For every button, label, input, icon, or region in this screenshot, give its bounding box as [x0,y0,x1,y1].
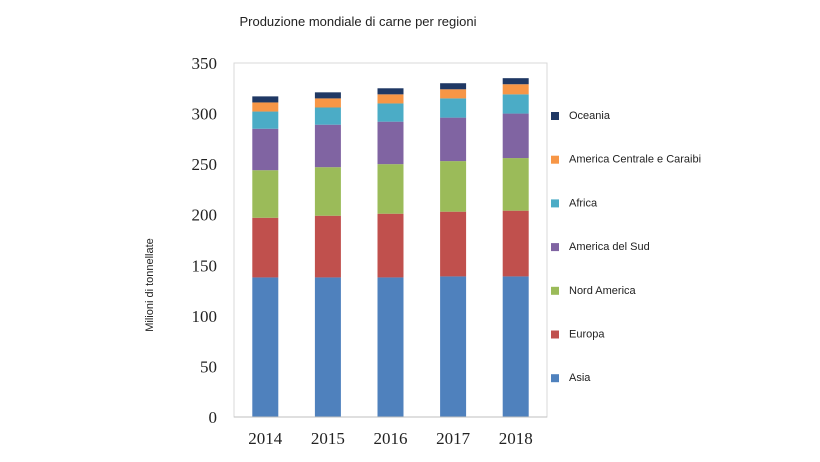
y-axis-label: Milioni di tonnellate [144,238,156,332]
bar-segment-africa-2017 [440,98,467,118]
legend-swatch-america-del-sud [551,243,559,252]
bar-segment-europa-2014 [252,217,279,278]
bar-segment-america-centrale-e-caraibi-2017 [440,89,467,99]
y-tick-label: 0 [209,408,218,427]
y-tick-label: 200 [192,206,218,225]
y-tick-label: 350 [192,54,218,73]
bar-segment-america-del-sud-2017 [440,117,467,162]
y-tick-label: 250 [192,155,218,174]
legend-label: America del Sud [569,241,650,253]
x-tick-label: 2018 [499,429,533,448]
legend-swatch-nord-america [551,286,559,295]
chart-title: Produzione mondiale di carne per regioni [239,14,476,29]
legend-swatch-oceania [551,112,559,120]
bar-segment-europa-2017 [440,211,467,277]
legend-swatch-asia [551,374,559,383]
bar-segment-america-centrale-e-caraibi-2018 [502,84,529,95]
bar-segment-nord-america-2018 [502,158,529,211]
legend-label: Africa [569,197,598,209]
bar-segment-oceania-2017 [440,83,467,90]
bar-segment-asia-2014 [252,277,279,417]
x-tick-label: 2014 [248,429,283,448]
legend-swatch-africa [551,199,559,208]
bar-segment-asia-2016 [377,277,404,417]
bar-segment-europa-2018 [502,210,529,277]
bar-segment-africa-2015 [314,107,341,125]
y-tick-label: 50 [200,357,217,376]
bar-segment-europa-2016 [377,213,404,278]
legend-label: Europa [569,329,605,341]
bar-segment-africa-2016 [377,103,404,122]
legend-swatch-america-centrale-e-caraibi [551,155,559,164]
bar-segment-america-centrale-e-caraibi-2016 [377,94,404,104]
bar-segment-america-centrale-e-caraibi-2015 [314,98,341,108]
legend: Oceania America Centrale e Caraibi Africa A… [551,110,701,384]
legend-label: Nord America [569,285,637,297]
bar-segment-nord-america-2014 [252,170,279,218]
x-tick-label: 2016 [374,429,408,448]
bars [252,78,529,417]
bar-segment-america-del-sud-2018 [502,113,529,159]
legend-label: Asia [569,372,591,384]
bar-segment-oceania-2018 [502,78,529,85]
x-tick-label: 2017 [436,429,471,448]
x-tick-label: 2015 [311,429,345,448]
bar-segment-asia-2015 [314,277,341,417]
bar-segment-oceania-2016 [377,88,404,95]
legend-label: Oceania [569,110,611,122]
y-tick-label: 150 [192,256,218,275]
bar-segment-asia-2018 [502,276,529,417]
bar-segment-nord-america-2016 [377,164,404,214]
bar-segment-asia-2017 [440,276,467,417]
legend-label: America Centrale e Caraibi [569,154,701,166]
bar-segment-oceania-2015 [314,92,341,99]
y-axis: 0 50 100 150 200 250 300 350 [192,54,218,427]
bar-segment-africa-2014 [252,111,279,129]
bar-segment-europa-2015 [314,215,341,278]
bar-segment-nord-america-2015 [314,167,341,216]
x-axis: 2014 2015 2016 2017 2018 [248,429,532,448]
bar-segment-america-del-sud-2015 [314,124,341,168]
y-tick-label: 100 [192,307,218,326]
bar-segment-america-centrale-e-caraibi-2014 [252,102,279,112]
bar-segment-nord-america-2017 [440,161,467,212]
y-tick-label: 300 [192,105,218,124]
legend-swatch-europa [551,330,559,339]
bar-segment-oceania-2014 [252,96,279,103]
bar-segment-africa-2018 [502,94,529,114]
bar-segment-america-del-sud-2014 [252,128,279,171]
bar-segment-america-del-sud-2016 [377,121,404,165]
